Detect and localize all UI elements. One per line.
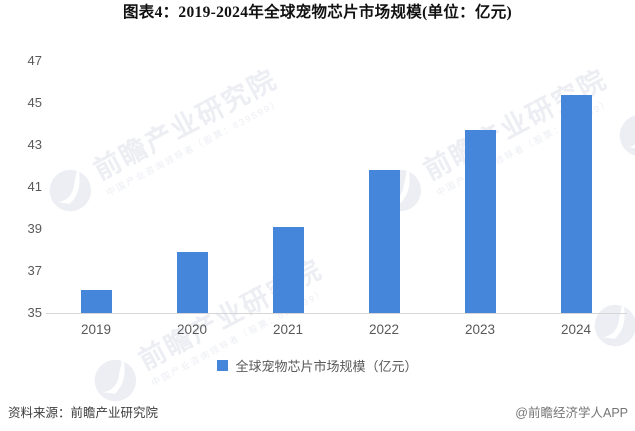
y-tick-label: 47 [27, 53, 42, 68]
y-tick-label: 39 [27, 221, 42, 236]
y-tick-label: 41 [27, 179, 42, 194]
x-tick-label-2022: 2022 [368, 322, 400, 337]
x-tick-label-2020: 2020 [176, 322, 208, 337]
x-tick-label-2019: 2019 [80, 322, 112, 337]
legend-marker [217, 360, 229, 371]
bar-2023 [464, 130, 496, 313]
y-tick-label: 43 [27, 137, 42, 152]
y-tick-label: 45 [27, 95, 42, 110]
credit-note: @前瞻经济学人APP [515, 406, 628, 420]
bar-2022 [368, 170, 400, 313]
source-note: 资料来源：前瞻产业研究院 [8, 406, 159, 420]
bar-2021 [272, 226, 304, 313]
x-axis-line [46, 313, 627, 314]
x-tick-label-2023: 2023 [464, 322, 496, 337]
legend-label: 全球宠物芯片市场规模（亿元） [235, 359, 418, 374]
chart-title: 图表4：2019-2024年全球宠物芯片市场规模(单位：亿元) [122, 4, 513, 21]
y-tick-label: 35 [27, 305, 42, 320]
y-tick-label: 37 [27, 263, 42, 278]
bar-2019 [80, 289, 112, 313]
x-tick-label-2024: 2024 [560, 322, 592, 337]
bar-2024 [560, 94, 592, 313]
x-tick-label-2021: 2021 [272, 322, 304, 337]
bar-2020 [176, 252, 208, 313]
legend: 全球宠物芯片市场规模（亿元） [0, 356, 635, 375]
